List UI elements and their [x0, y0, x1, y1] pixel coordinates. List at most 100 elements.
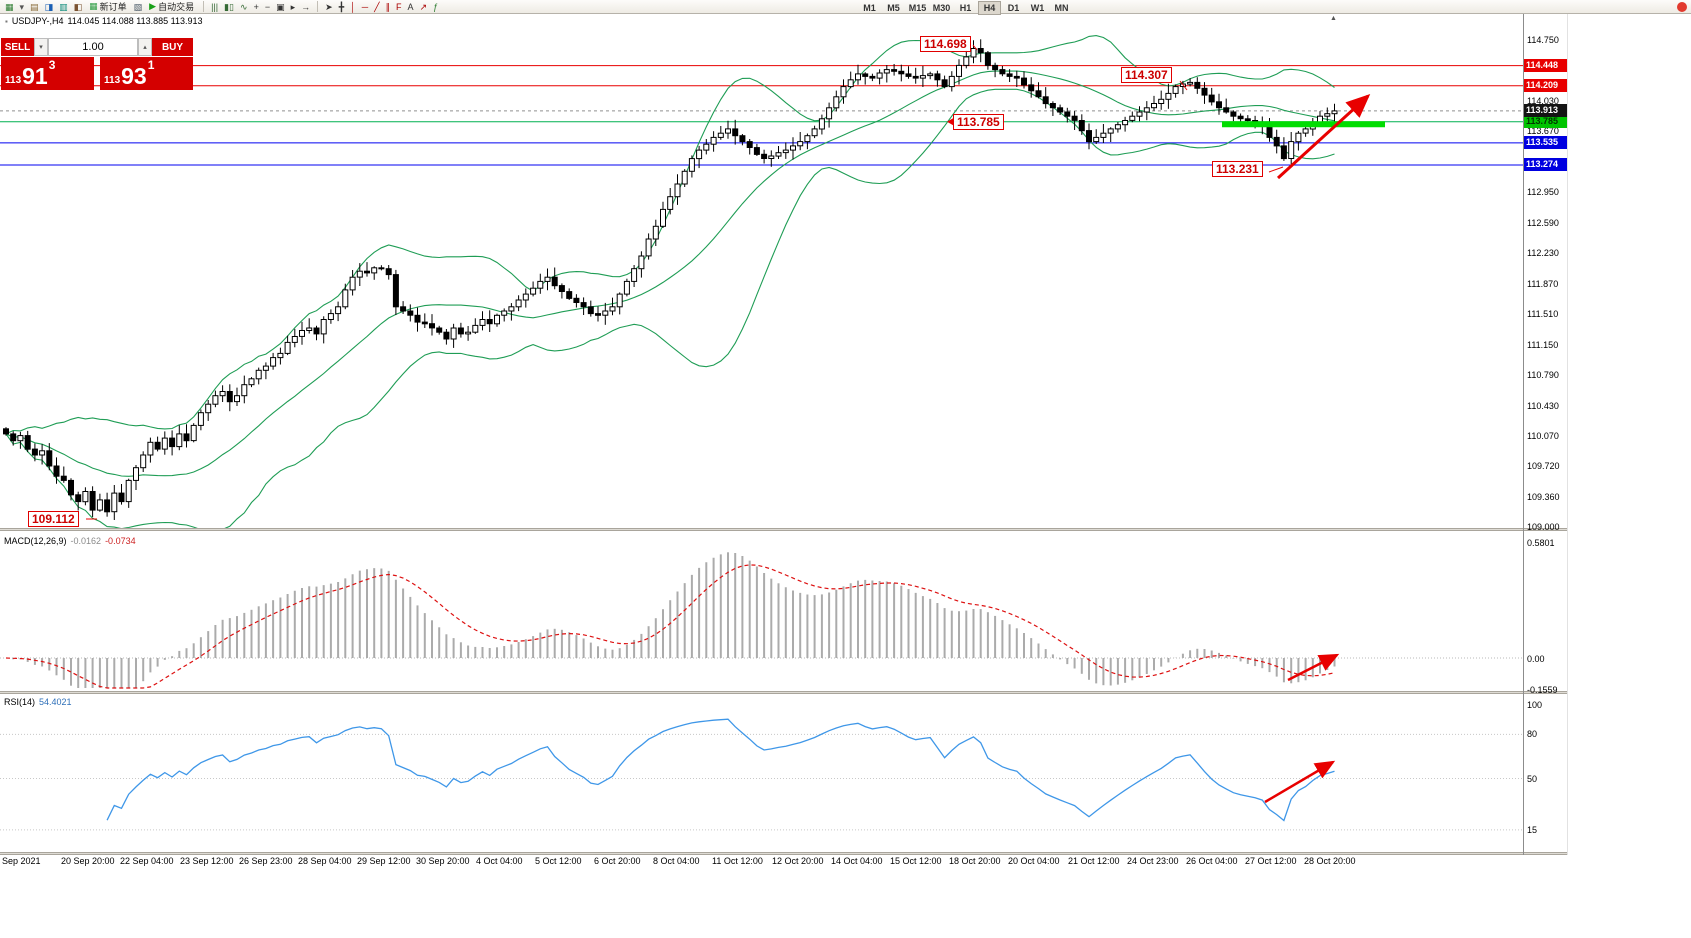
rsi-label: RSI(14) 54.4021	[4, 697, 72, 707]
crosshair-icon[interactable]: ╋	[338, 1, 345, 12]
macd-value-main: -0.0162	[70, 536, 102, 546]
timeframe-d1[interactable]: D1	[1007, 3, 1020, 13]
rsi-panel-canvas[interactable]	[0, 694, 1523, 857]
timeframe-mn[interactable]: MN	[1054, 3, 1069, 13]
rsi-splitter[interactable]	[0, 691, 1568, 694]
time-axis-label: 22 Sep 04:00	[120, 856, 174, 866]
price-axis-label: 111.870	[1527, 279, 1559, 289]
buy-label[interactable]: BUY	[152, 38, 193, 56]
price-callout-label[interactable]: 114.698	[920, 36, 971, 52]
new-order-label: 新订单	[99, 2, 127, 12]
rsi-axis-label: 80	[1527, 729, 1538, 739]
time-axis-label: 29 Sep 12:00	[357, 856, 411, 866]
text-icon[interactable]: A	[407, 1, 414, 12]
cursor-icon[interactable]: ➤	[325, 1, 333, 12]
zoom-out-icon[interactable]: −	[264, 1, 271, 12]
ask-prefix: 113	[104, 75, 121, 86]
trend-arrow[interactable]	[1276, 93, 1371, 180]
toolbar-right-icon[interactable]	[1677, 2, 1687, 12]
price-callout-label[interactable]: 109.112	[28, 511, 79, 527]
timeframe-h4[interactable]: H4	[978, 1, 1001, 15]
indicators-icon[interactable]: ƒ	[433, 1, 439, 12]
strategy-tester-icon[interactable]: ▧	[133, 1, 143, 12]
rsi-svg[interactable]	[0, 694, 1523, 852]
new-order-button[interactable]: ▦ 新订单	[85, 0, 131, 13]
time-axis-label: 15 Oct 12:00	[890, 856, 942, 866]
time-axis-label: 4 Oct 04:00	[476, 856, 523, 866]
price-axis-label: 110.070	[1527, 431, 1559, 441]
vertical-line-icon[interactable]: │	[350, 1, 356, 12]
timeframe-m1[interactable]: M1	[863, 3, 876, 13]
chart-shift-marker[interactable]: ▲	[1330, 15, 1337, 22]
timeframe-h1[interactable]: H1	[959, 3, 972, 13]
navigator-icon[interactable]: ◧	[73, 1, 83, 12]
rsi-trend-arrow[interactable]	[1264, 760, 1336, 804]
macd-axis-label: -0.1559	[1527, 685, 1558, 695]
horizontal-line-icon[interactable]: ─	[361, 1, 369, 12]
macd-label: MACD(12,26,9) -0.0162 -0.0734	[4, 536, 136, 546]
price-axis-label: 109.720	[1527, 461, 1560, 471]
tile-windows-icon[interactable]: ▣	[276, 1, 285, 12]
timeframe-m30[interactable]: M30	[932, 3, 951, 13]
sell-price-button[interactable]: 113 91 3	[1, 57, 94, 90]
time-axis-label: 8 Oct 04:00	[653, 856, 700, 866]
bar-chart-icon[interactable]: |||	[211, 1, 219, 12]
new-chart-icon[interactable]: ▦	[5, 1, 14, 12]
toolbar-separator	[203, 1, 205, 12]
volume-down-button[interactable]: ▾	[34, 38, 48, 56]
time-axis-label: 26 Sep 23:00	[239, 856, 293, 866]
ask-big-digits: 93	[121, 63, 147, 89]
line-chart-icon[interactable]: ∿	[240, 1, 248, 12]
timeframe-m15[interactable]: M15	[908, 3, 927, 13]
time-axis-label: 27 Oct 12:00	[1245, 856, 1297, 866]
fibonacci-icon[interactable]: F	[396, 1, 402, 12]
price-callout-label[interactable]: 113.231	[1212, 161, 1263, 177]
data-window-icon[interactable]: ▥	[59, 1, 68, 12]
macd-panel-canvas[interactable]	[0, 531, 1523, 696]
price-level-tag: 114.209	[1524, 79, 1567, 92]
timeframe-group: M1 M5 M15 M30 H1 H4 D1 W1 MN	[858, 1, 1073, 15]
autotrade-button[interactable]: ▶ 自动交易	[145, 0, 198, 13]
macd-trend-arrow[interactable]	[1287, 653, 1340, 682]
chart-shift-icon[interactable]: →	[301, 1, 311, 12]
time-axis-label: 20 Oct 04:00	[1008, 856, 1060, 866]
price-callout-label[interactable]: 113.785	[953, 114, 1004, 130]
macd-value-signal: -0.0734	[105, 536, 136, 546]
candlestick-icon[interactable]: ▮▯	[224, 1, 235, 12]
macd-splitter[interactable]	[0, 528, 1568, 531]
bid-big-digits: 91	[22, 63, 48, 89]
toolbar: ▦ ▾ ▤ ◨ ▥ ◧ ▦ 新订单 ▧ ▶ 自动交易 ||| ▮▯ ∿ + − ▣ ▸ → ➤ ╋ │ ─ ╱ ∥…	[0, 0, 1691, 15]
market-watch-icon[interactable]: ◨	[44, 1, 54, 12]
price-axis-label: 111.150	[1527, 340, 1559, 350]
macd-svg[interactable]	[0, 531, 1523, 691]
time-axis-splitter	[0, 852, 1568, 855]
main-chart-canvas[interactable]	[0, 14, 1523, 535]
macd-axis-label: 0.5801	[1527, 538, 1555, 548]
timeframe-w1[interactable]: W1	[1030, 3, 1045, 13]
time-axis-label: 24 Oct 23:00	[1127, 856, 1179, 866]
price-axis-label: 110.430	[1527, 401, 1559, 411]
zoom-in-icon[interactable]: +	[253, 1, 259, 12]
chart-list-dropdown-icon[interactable]: ▾	[19, 1, 25, 12]
volume-input[interactable]	[48, 38, 138, 56]
rsi-name: RSI(14)	[4, 697, 36, 707]
time-axis-label: Sep 2021	[2, 856, 41, 866]
main-chart-svg[interactable]	[0, 14, 1523, 533]
auto-scroll-icon[interactable]: ▸	[290, 1, 296, 12]
price-axis-label: 109.360	[1527, 492, 1560, 502]
profiles-icon[interactable]: ▤	[30, 1, 39, 12]
price-callout-label[interactable]: 114.307	[1121, 67, 1172, 83]
current-price-tag: 113.913	[1524, 104, 1567, 117]
channel-icon[interactable]: ∥	[385, 1, 391, 12]
volume-up-button[interactable]: ▴	[138, 38, 152, 56]
timeframe-m5[interactable]: M5	[887, 3, 900, 13]
trendline-icon[interactable]: ╱	[374, 1, 380, 12]
buy-price-button[interactable]: 113 93 1	[100, 57, 193, 90]
autotrade-play-icon: ▶	[149, 1, 157, 11]
window-right-border	[1567, 14, 1568, 855]
sell-label[interactable]: SELL	[1, 38, 34, 56]
arrow-tool-icon[interactable]: ↗	[419, 1, 428, 12]
candlestick-series	[3, 39, 1338, 520]
bid-pip-digit: 3	[48, 58, 56, 72]
price-axis-label: 114.030	[1527, 96, 1559, 106]
